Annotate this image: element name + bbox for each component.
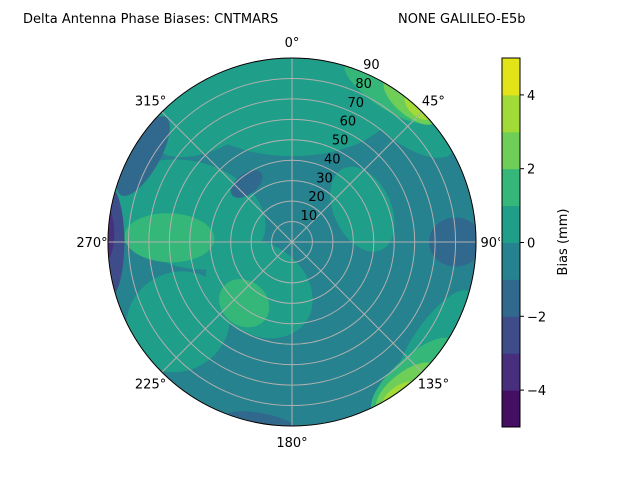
r-tick-label: 40 (324, 152, 341, 167)
theta-tick-label: 45° (422, 95, 445, 110)
theta-tick-label: 135° (418, 377, 449, 392)
theta-gridline (161, 111, 293, 243)
title-left: Delta Antenna Phase Biases: CNTMARS (23, 12, 278, 27)
r-tick-label: 80 (355, 77, 372, 92)
colorbar-segment (502, 353, 520, 391)
polar-grid (107, 57, 477, 427)
theta-tick-label: 270° (76, 236, 107, 251)
theta-tick-label: 315° (135, 95, 166, 110)
colorbar: −4 −2 0 2 4 (500, 38, 546, 447)
contour-region (126, 271, 230, 373)
colorbar-tick-label: −4 (527, 384, 546, 399)
colorbar-tick-label: −2 (527, 310, 546, 325)
theta-tick-label: 90° (480, 236, 503, 251)
r-tick-label: 70 (347, 96, 364, 111)
colorbar-segment (502, 205, 520, 243)
theta-tick-labels: 0° 45° 90° 135° 180° 225° 270° 315° (76, 36, 503, 451)
colorbar-tick-label: 2 (527, 163, 535, 178)
polar-frame (107, 57, 477, 427)
theta-gridline (291, 111, 423, 243)
colorbar-tick-label: 4 (527, 89, 535, 104)
colorbar-segment (502, 390, 520, 428)
theta-tick-label: 0° (285, 36, 300, 51)
r-tick-label: 20 (308, 190, 325, 205)
colorbar-segment (502, 58, 520, 96)
r-tick-label: 90 (363, 58, 380, 73)
colorbar-segment (502, 316, 520, 354)
colorbar-tick-label: 0 (527, 237, 535, 252)
colorbar-label: Bias (mm) (556, 209, 571, 276)
theta-tick-label: 180° (276, 436, 307, 451)
r-tick-label: 50 (332, 134, 349, 149)
colorbar-segment (502, 131, 520, 170)
theta-gridline (291, 241, 423, 373)
contour-region (230, 170, 263, 198)
title-right: NONE GALILEO-E5b (398, 12, 526, 27)
colorbar-segment (502, 94, 520, 133)
r-tick-labels: 10 20 30 40 50 60 70 80 90 (301, 58, 380, 224)
contour-region (108, 184, 125, 300)
colorbar-segment (502, 279, 520, 317)
r-tick-label: 60 (340, 115, 357, 130)
colorbar-segment (502, 242, 520, 280)
colorbar-segment (502, 168, 520, 207)
contour-region (116, 116, 170, 196)
theta-tick-label: 225° (135, 377, 166, 392)
theta-gridline (161, 241, 293, 373)
r-tick-label: 10 (301, 209, 318, 224)
r-tick-label: 30 (316, 171, 333, 186)
